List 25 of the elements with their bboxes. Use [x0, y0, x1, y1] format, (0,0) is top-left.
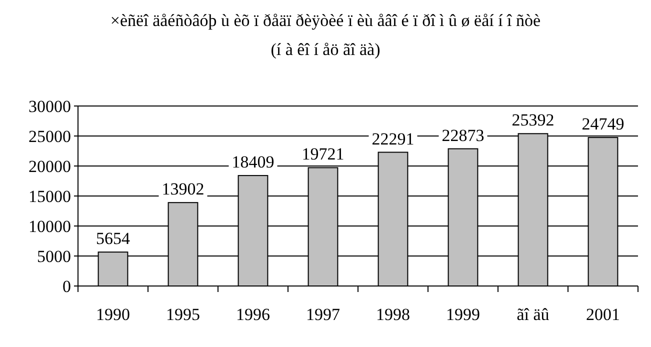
data-label: 22873	[442, 126, 484, 145]
chart-title: ×èñëî äåéñòâóþ ù èõ ï ðåäï ðèÿòèé ï èù åâî é ï ðî ì û ø ëåí í î ñòè	[110, 11, 541, 30]
data-label: 13902	[162, 180, 204, 199]
y-tick-label: 5000	[37, 246, 71, 266]
data-label: 19721	[302, 144, 344, 164]
y-tick-label: 10000	[28, 216, 71, 236]
chart-subtitle: (í à êî í åö ãî äà)	[270, 40, 380, 59]
data-label: 22291	[372, 129, 414, 148]
x-tick-label: 1995	[166, 305, 200, 324]
y-tick-label: 20000	[28, 156, 71, 176]
x-tick-label: ãî äû	[516, 305, 550, 324]
y-tick-label: 30000	[28, 96, 71, 116]
y-tick-label: 15000	[28, 186, 71, 206]
y-tick-label: 0	[62, 276, 71, 296]
data-label: 5654	[96, 229, 130, 248]
x-tick-label: 2001	[586, 305, 620, 324]
x-tick-label: 1990	[96, 305, 130, 324]
data-label: 25392	[512, 110, 554, 130]
x-tick-label: 1999	[446, 305, 480, 324]
y-tick-label: 25000	[28, 126, 71, 146]
x-tick-label: 1997	[306, 305, 340, 324]
x-tick-label: 1998	[376, 305, 410, 324]
x-tick-label: 1996	[236, 305, 270, 324]
data-label: 18409	[232, 152, 274, 172]
data-label: 24749	[582, 114, 624, 134]
